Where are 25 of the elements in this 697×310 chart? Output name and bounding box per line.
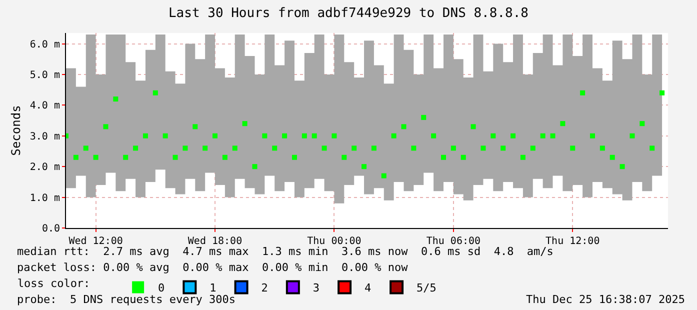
legend-label: 0 [158,282,165,295]
y-tick-label: 3.0 m [30,131,60,142]
x-tick-label: Wed 18:00 [188,236,242,247]
text: Thu Dec 25 16:38:07 2025 [526,293,685,306]
y-tick-label: 5.0 m [30,70,60,81]
y-axis-title: Seconds [9,105,24,156]
legend-label: 1 [210,282,216,295]
text: packet loss: 0.00 % avg 0.00 % max 0.00 % min 0.00 % now [17,261,408,274]
x-tick-label: Thu 00:00 [307,236,362,247]
legend-label: 3 [312,282,320,295]
chart-title: Last 30 Hours from adbf7449e929 to DNS 8.8.8.8 [168,6,529,21]
text: probe: 5 DNS requests every 300s [17,293,236,306]
legend-label: 4 [364,282,372,295]
y-tick-label: 0.0 [42,224,60,234]
legend-label: 2 [261,282,268,295]
y-tick-label: 6.0 m [30,39,60,50]
x-tick-label: Thu 12:00 [546,236,600,247]
x-tick-label: Wed 12:00 [68,236,123,247]
legend-label: 5/5 [416,282,436,295]
y-tick-label: 2.0 m [30,162,60,174]
x-tick-label: Thu 06:00 [426,236,481,247]
legend-title: loss color: [17,277,110,290]
y-tick-label: 1.0 m [30,192,60,204]
text: median rtt: 2.7 ms avg 4.7 ms max 1.3 ms min 3.6 ms now 0.6 ms sd 4.8 am/s [17,245,554,258]
y-tick-label: 4.0 m [30,100,60,112]
